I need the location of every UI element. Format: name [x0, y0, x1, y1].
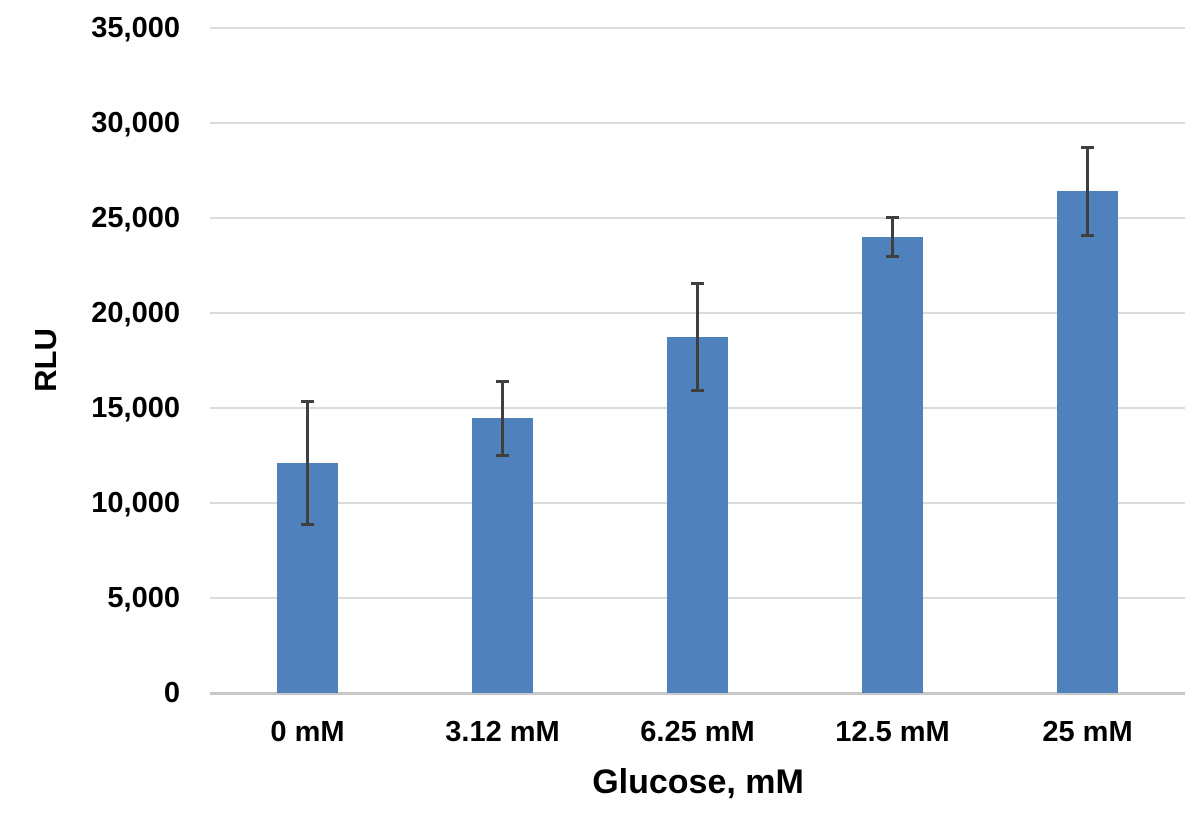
error-bar-cap-top [301, 400, 314, 404]
error-bar-cap-bottom [886, 254, 899, 258]
y-tick-label: 20,000 [91, 297, 180, 329]
x-axis-title: Glucose, mM [592, 763, 804, 801]
x-tick-label: 25 mM [1042, 716, 1133, 748]
bar [1057, 191, 1118, 693]
error-bar-cap-top [1081, 145, 1094, 149]
error-bar [696, 282, 699, 391]
error-bar-cap-top [886, 216, 899, 220]
y-tick-label: 35,000 [91, 12, 180, 44]
error-bar [1086, 146, 1089, 237]
y-tick-label: 5,000 [107, 582, 180, 614]
bar [667, 336, 728, 693]
y-tick-label: 25,000 [91, 202, 180, 234]
y-tick-label: 15,000 [91, 392, 180, 424]
y-tick-label: 30,000 [91, 107, 180, 139]
x-tick-label: 3.12 mM [445, 716, 560, 748]
error-bar-cap-top [691, 281, 704, 285]
x-tick-label: 0 mM [270, 716, 345, 748]
x-tick-label: 6.25 mM [640, 716, 755, 748]
x-axis-line [210, 692, 1185, 695]
bar [862, 237, 923, 693]
gridline [210, 122, 1185, 124]
error-bar-cap-bottom [496, 453, 509, 457]
error-bar-cap-bottom [691, 388, 704, 392]
error-bar [501, 381, 504, 456]
x-tick-label: 12.5 mM [835, 716, 950, 748]
gridline [210, 217, 1185, 219]
error-bar [306, 401, 309, 525]
y-tick-label: 0 [163, 677, 180, 709]
error-bar-cap-bottom [1081, 234, 1094, 238]
y-axis-title: RLU [28, 328, 63, 392]
gridline [210, 27, 1185, 29]
error-bar-cap-bottom [301, 522, 314, 526]
error-bar [891, 217, 894, 257]
error-bar-cap-top [496, 380, 509, 384]
bar [472, 418, 533, 693]
y-tick-label: 10,000 [91, 487, 180, 519]
